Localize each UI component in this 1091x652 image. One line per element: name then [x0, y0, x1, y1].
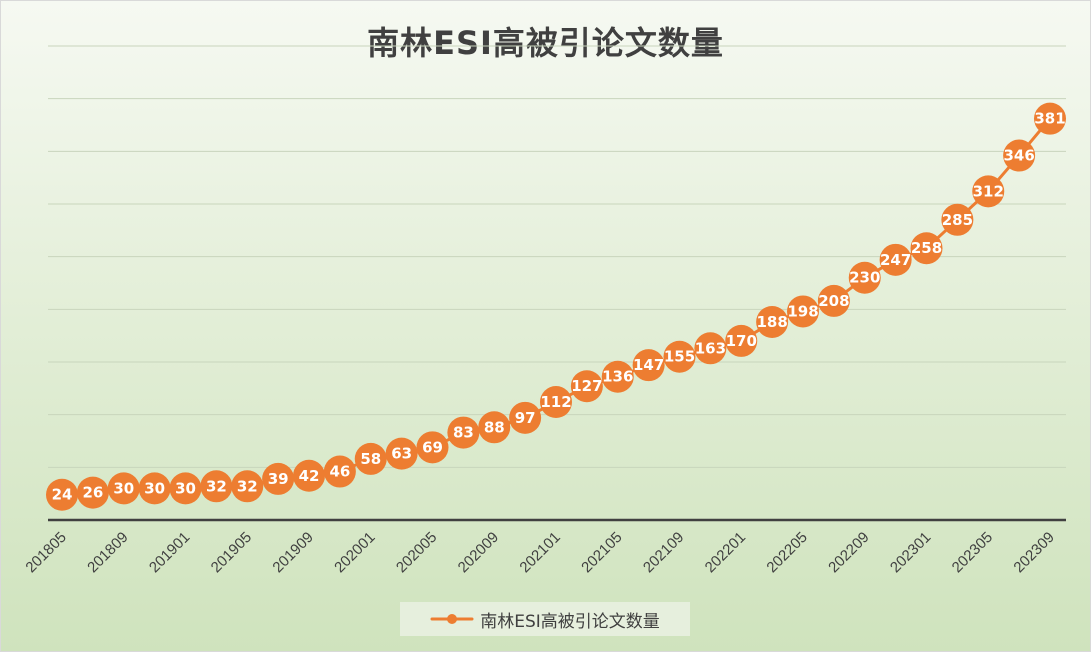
data-label: 32 [206, 477, 227, 495]
series-line [61, 117, 1052, 497]
data-point [509, 401, 542, 434]
legend-label: 南林ESI高被引论文数量 [480, 611, 660, 632]
data-point [107, 472, 140, 505]
x-tick-label: 202201 [702, 529, 749, 576]
data-label: 32 [237, 477, 258, 495]
x-tick-label: 202001 [331, 529, 378, 576]
data-point [817, 284, 850, 317]
data-point [293, 459, 325, 492]
data-point [879, 243, 912, 276]
data-label: 147 [633, 356, 664, 374]
data-label: 26 [82, 484, 103, 502]
data-point [972, 175, 1005, 208]
data-point [941, 203, 974, 236]
data-point [756, 305, 789, 338]
data-point [262, 462, 295, 495]
x-tick-label: 202205 [763, 529, 810, 576]
data-label: 30 [144, 479, 165, 497]
data-label: 230 [849, 269, 880, 287]
data-label: 285 [942, 211, 973, 229]
data-point [910, 232, 943, 265]
data-label: 39 [268, 470, 289, 488]
data-point [848, 261, 881, 294]
data-point [76, 476, 109, 509]
data-point [601, 360, 634, 393]
data-label: 208 [818, 292, 849, 310]
data-point [231, 470, 264, 503]
data-label: 170 [726, 332, 757, 350]
legend: 南林ESI高被引论文数量 [400, 602, 690, 636]
data-label: 258 [911, 239, 942, 257]
data-point [478, 411, 511, 444]
data-point [694, 332, 727, 365]
data-label: 188 [756, 313, 787, 331]
data-label: 46 [329, 463, 350, 481]
data-label: 88 [484, 418, 505, 436]
data-point [447, 416, 480, 449]
data-label: 42 [299, 467, 320, 485]
data-label: 381 [1034, 110, 1065, 128]
x-tick-label: 202301 [887, 529, 934, 576]
data-label: 97 [515, 409, 536, 427]
x-tick-label: 202309 [1010, 529, 1057, 576]
data-label: 112 [540, 393, 571, 411]
data-label: 69 [422, 438, 443, 456]
data-point [416, 431, 449, 464]
data-label: 163 [695, 339, 726, 357]
x-tick-label: 201809 [84, 529, 131, 576]
data-label: 346 [1003, 147, 1034, 165]
data-point [46, 478, 78, 511]
x-tick-label: 202101 [516, 529, 563, 576]
x-tick-label: 202005 [393, 529, 440, 576]
gridlines [48, 45, 1066, 468]
chart-title: 南林ESI高被引论文数量 [367, 24, 724, 62]
x-tick-label: 202305 [949, 529, 996, 576]
data-label: 63 [391, 445, 412, 463]
x-tick-label: 201805 [22, 529, 69, 576]
data-series: 24 26 30 30 30 32 32 39 42 46 58 63 69 83 88 9711212713… [46, 102, 1066, 511]
data-label: 83 [453, 424, 474, 442]
data-point [1034, 102, 1066, 135]
data-point [787, 295, 819, 328]
x-axis-tick-labels: 201805 201809 201901 201905 201909 202001 2020… [22, 529, 1057, 576]
data-label: 136 [602, 368, 633, 386]
legend-swatch-marker [447, 614, 458, 624]
x-tick-label: 202109 [640, 529, 687, 576]
x-tick-label: 201905 [208, 529, 255, 576]
x-tick-label: 201909 [269, 529, 316, 576]
x-tick-label: 201901 [146, 529, 193, 576]
data-label: 155 [664, 348, 695, 366]
data-label: 127 [571, 377, 602, 395]
data-label: 30 [113, 479, 134, 497]
data-point [632, 349, 665, 382]
data-point [200, 470, 233, 503]
data-point [725, 324, 758, 357]
data-point [169, 472, 202, 505]
data-point [570, 370, 603, 403]
data-point [385, 437, 418, 470]
data-point [663, 340, 696, 373]
data-point [354, 442, 387, 475]
data-label: 58 [360, 450, 381, 468]
data-point [540, 386, 572, 419]
x-tick-label: 202009 [455, 529, 502, 576]
data-label: 24 [52, 486, 73, 504]
data-label: 247 [880, 251, 911, 269]
legend-swatch [430, 614, 474, 624]
data-point [138, 472, 171, 505]
data-label: 312 [973, 182, 1004, 200]
data-label: 198 [787, 302, 818, 320]
data-point [323, 455, 356, 488]
x-tick-label: 202105 [578, 529, 625, 576]
x-tick-label: 202209 [825, 529, 872, 576]
data-label: 30 [175, 479, 196, 497]
data-point [1003, 139, 1036, 172]
